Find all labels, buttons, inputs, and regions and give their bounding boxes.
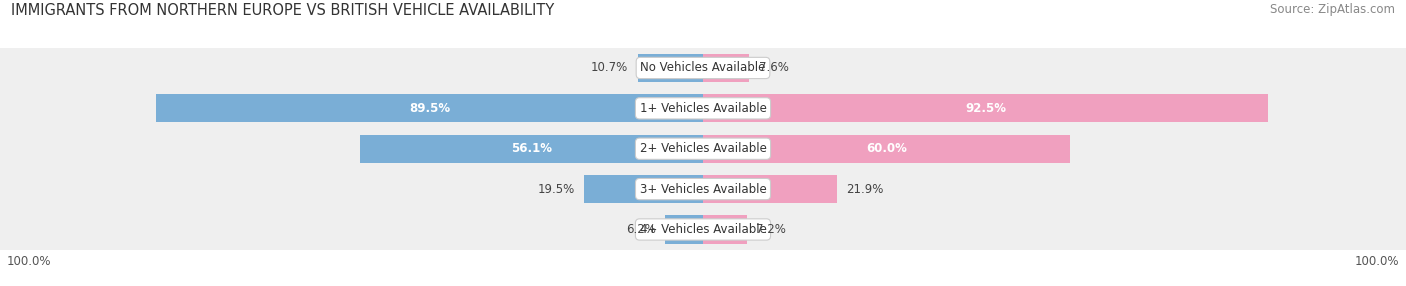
Text: 2+ Vehicles Available: 2+ Vehicles Available (640, 142, 766, 155)
Text: 89.5%: 89.5% (409, 102, 450, 115)
Bar (0, 128, 1406, 169)
Bar (0, 169, 1406, 209)
Bar (0, 88, 1406, 128)
Text: 7.2%: 7.2% (756, 223, 786, 236)
Text: 60.0%: 60.0% (866, 142, 907, 155)
Bar (0, 48, 1406, 88)
Bar (360, 135, 703, 163)
Bar (665, 215, 703, 244)
Text: 7.6%: 7.6% (759, 61, 789, 74)
Text: Source: ZipAtlas.com: Source: ZipAtlas.com (1270, 3, 1395, 16)
Text: 19.5%: 19.5% (537, 182, 575, 196)
Bar (637, 54, 703, 82)
Text: 92.5%: 92.5% (966, 102, 1007, 115)
Text: 3+ Vehicles Available: 3+ Vehicles Available (640, 182, 766, 196)
Bar (703, 94, 1268, 122)
Bar (583, 175, 703, 203)
Text: No Vehicles Available: No Vehicles Available (640, 61, 766, 74)
Bar (703, 54, 749, 82)
Bar (703, 135, 1070, 163)
Text: 1+ Vehicles Available: 1+ Vehicles Available (640, 102, 766, 115)
Text: 100.0%: 100.0% (7, 255, 52, 267)
Bar (0, 209, 1406, 250)
Bar (703, 215, 747, 244)
Text: IMMIGRANTS FROM NORTHERN EUROPE VS BRITISH VEHICLE AVAILABILITY: IMMIGRANTS FROM NORTHERN EUROPE VS BRITI… (11, 3, 554, 18)
Bar (156, 94, 703, 122)
Text: 21.9%: 21.9% (846, 182, 883, 196)
Text: 4+ Vehicles Available: 4+ Vehicles Available (640, 223, 766, 236)
Text: 100.0%: 100.0% (1354, 255, 1399, 267)
Text: 10.7%: 10.7% (591, 61, 628, 74)
Bar (703, 175, 837, 203)
Text: 56.1%: 56.1% (510, 142, 553, 155)
Text: 6.2%: 6.2% (626, 223, 657, 236)
